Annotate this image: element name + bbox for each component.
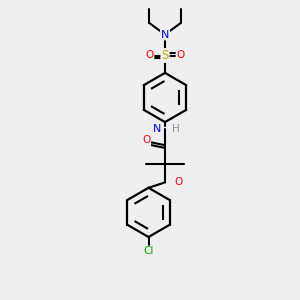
Text: S: S — [161, 49, 169, 62]
Text: N: N — [153, 124, 161, 134]
Text: O: O — [175, 177, 183, 188]
Text: N: N — [161, 29, 169, 40]
Text: H: H — [172, 124, 179, 134]
Text: Cl: Cl — [143, 246, 154, 256]
Text: O: O — [142, 135, 150, 146]
Text: O: O — [176, 50, 185, 61]
Text: O: O — [145, 50, 154, 61]
